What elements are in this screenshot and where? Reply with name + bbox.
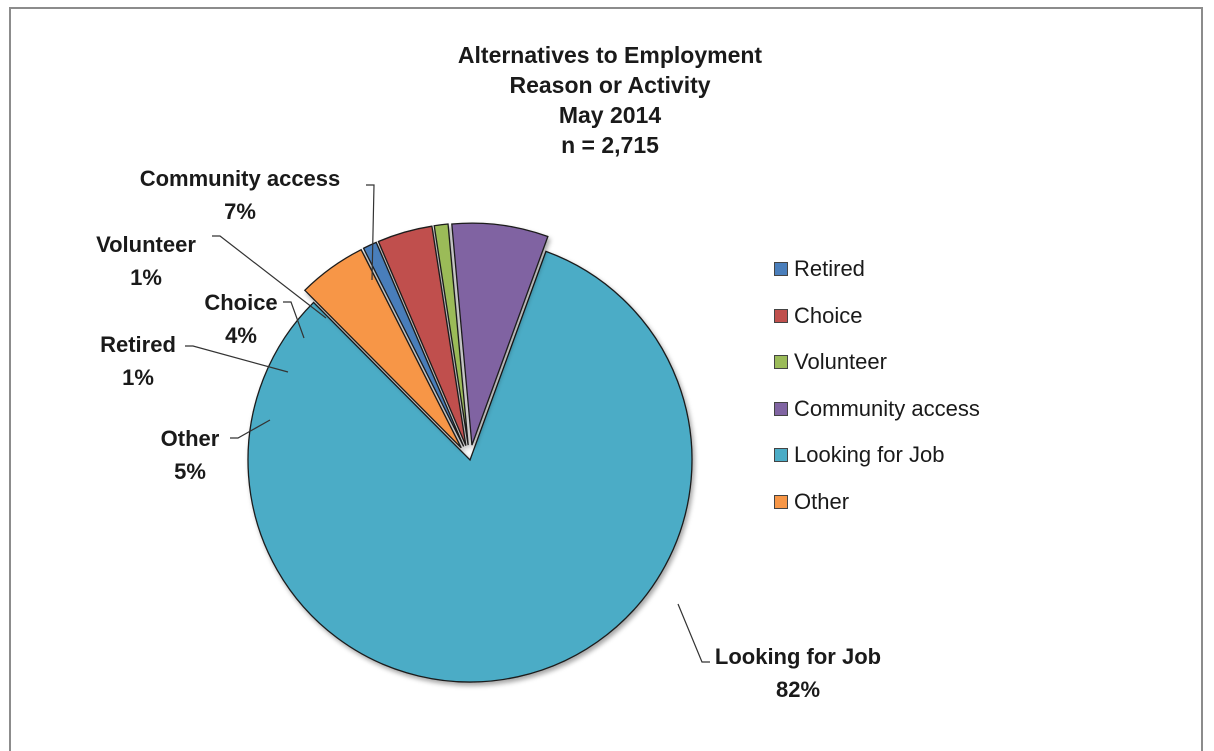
legend-item-volunteer: Volunteer bbox=[774, 339, 980, 386]
legend-swatch-volunteer bbox=[774, 355, 788, 370]
slice-label-looking-for-job: Looking for Job bbox=[715, 644, 881, 669]
slice-percent-retired: 1% bbox=[122, 365, 154, 390]
slice-label-volunteer: Volunteer bbox=[96, 232, 196, 257]
leader-line-retired bbox=[185, 345, 289, 373]
legend: Retired Choice Volunteer Community acces… bbox=[774, 246, 980, 525]
slice-percent-volunteer: 1% bbox=[130, 265, 162, 290]
pie-slice-retired bbox=[362, 241, 465, 447]
pie-slice-looking-for-job bbox=[247, 250, 693, 683]
pie-slice-other bbox=[303, 248, 462, 449]
legend-label-other: Other bbox=[794, 488, 850, 514]
legend-swatch-choice bbox=[774, 308, 788, 323]
title-line-4: n = 2,715 bbox=[561, 132, 659, 158]
legend-label-volunteer: Volunteer bbox=[794, 349, 887, 375]
leader-line-looking-for-job bbox=[677, 603, 710, 663]
legend-item-community-access: Community access bbox=[774, 386, 980, 433]
pie-slice-volunteer bbox=[433, 223, 469, 446]
title-line-1: Alternatives to Employment bbox=[457, 42, 763, 68]
legend-label-retired: Retired bbox=[794, 256, 865, 282]
slice-labels: Retired 1% Choice 4% Volunteer 1% Community ac… bbox=[96, 166, 881, 702]
legend-item-other: Other bbox=[774, 479, 980, 526]
leader-line-other bbox=[230, 419, 271, 439]
legend-swatch-looking-for-job bbox=[774, 448, 788, 463]
pie-slices bbox=[247, 222, 693, 683]
legend-swatch-retired bbox=[774, 262, 788, 277]
leader-line-volunteer bbox=[212, 235, 327, 319]
slice-label-choice: Choice bbox=[204, 290, 277, 315]
legend-item-looking-for-job: Looking for Job bbox=[774, 432, 980, 479]
legend-label-community-access: Community access bbox=[794, 395, 980, 421]
pie-slice-choice bbox=[377, 225, 467, 446]
slice-percent-community-access: 7% bbox=[224, 199, 256, 224]
legend-item-retired: Retired bbox=[774, 246, 980, 293]
legend-label-choice: Choice bbox=[794, 302, 863, 328]
leader-line-choice bbox=[283, 301, 305, 339]
slice-percent-choice: 4% bbox=[225, 323, 257, 348]
legend-item-choice: Choice bbox=[774, 293, 980, 340]
slice-percent-other: 5% bbox=[174, 459, 206, 484]
leader-line-community-access bbox=[366, 184, 375, 281]
slice-label-other: Other bbox=[161, 426, 220, 451]
title-line-2: Reason or Activity bbox=[509, 72, 711, 98]
legend-swatch-other bbox=[774, 494, 788, 509]
leader-lines bbox=[185, 184, 710, 663]
legend-swatch-community-access bbox=[774, 401, 788, 416]
title-line-3: May 2014 bbox=[558, 102, 662, 128]
slice-label-community-access: Community access bbox=[140, 166, 341, 191]
legend-label-looking-for-job: Looking for Job bbox=[794, 442, 945, 468]
pie-slice-community-access bbox=[451, 222, 549, 446]
slice-label-retired: Retired bbox=[100, 332, 176, 357]
slice-percent-looking-for-job: 82% bbox=[776, 677, 820, 702]
chart-title: Alternatives to Employment Reason or Act… bbox=[360, 40, 860, 160]
